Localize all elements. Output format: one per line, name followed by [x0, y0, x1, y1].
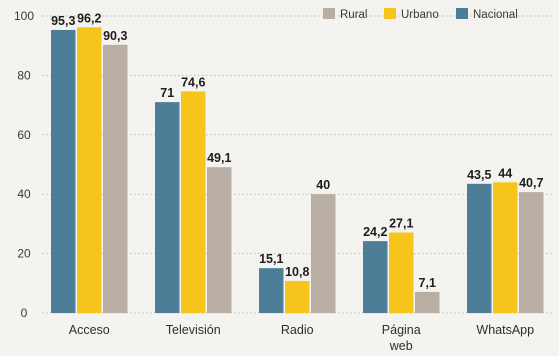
data-label: 43,5	[467, 168, 491, 182]
bar-rural-4	[519, 192, 544, 313]
bar-rural-1	[207, 167, 232, 313]
bar-rural-3	[415, 291, 440, 313]
data-label: 15,1	[259, 252, 283, 266]
category-label: Radio	[281, 323, 314, 337]
data-label: 7,1	[419, 276, 436, 290]
data-label: 44	[498, 166, 512, 180]
bar-nacional-3	[363, 241, 388, 313]
y-tick-label: 100	[14, 9, 34, 23]
category-label: web	[389, 339, 413, 353]
bar-rural-2	[311, 194, 336, 313]
y-tick-label: 60	[17, 128, 31, 142]
data-label: 74,6	[181, 75, 205, 89]
data-label: 27,1	[389, 217, 413, 231]
y-tick-label: 0	[21, 306, 28, 320]
data-label: 40	[316, 178, 330, 192]
data-labels: 95,3 71 15,1 24,2 43,5 96,2 74,6 10,8 27,1 44 90,3…	[51, 11, 543, 290]
bar-urbano-0	[77, 27, 102, 313]
bar-nacional-1	[155, 102, 180, 313]
bar-rural-0	[103, 44, 128, 314]
data-label: 95,3	[51, 14, 75, 28]
legend-swatch-urbano	[384, 8, 396, 19]
bar-nacional-0	[51, 29, 76, 314]
bar-urbano-4	[493, 182, 518, 313]
data-label: 10,8	[285, 265, 309, 279]
y-tick-label: 20	[17, 247, 31, 261]
y-axis-ticks: 0 20 40 60 80 100	[14, 9, 34, 320]
bars	[51, 27, 544, 314]
bar-nacional-2	[259, 268, 284, 313]
legend-label: Rural	[340, 9, 367, 21]
y-tick-label: 40	[17, 187, 31, 201]
category-label: WhatsApp	[476, 323, 534, 337]
category-label: Página	[382, 323, 421, 337]
legend-label: Nacional	[473, 9, 518, 21]
bar-urbano-1	[181, 91, 206, 313]
y-tick-label: 80	[17, 68, 31, 82]
bar-nacional-4	[467, 183, 492, 313]
legend-swatch-nacional	[456, 8, 468, 19]
category-label: Televisión	[166, 323, 221, 337]
bar-urbano-2	[285, 280, 310, 313]
bar-urbano-3	[389, 232, 414, 313]
data-label: 40,7	[519, 176, 543, 190]
data-label: 49,1	[207, 151, 231, 165]
data-label: 71	[160, 86, 174, 100]
legend-label: Urbano	[401, 9, 439, 21]
data-label: 96,2	[77, 11, 101, 25]
category-label: Acceso	[69, 323, 110, 337]
data-label: 24,2	[363, 225, 387, 239]
x-axis-categories: Acceso Televisión Radio Página web WhatsApp	[69, 323, 534, 353]
data-label: 90,3	[103, 29, 127, 43]
legend: Rural Urbano Nacional	[323, 8, 518, 21]
legend-swatch-rural	[323, 8, 335, 19]
